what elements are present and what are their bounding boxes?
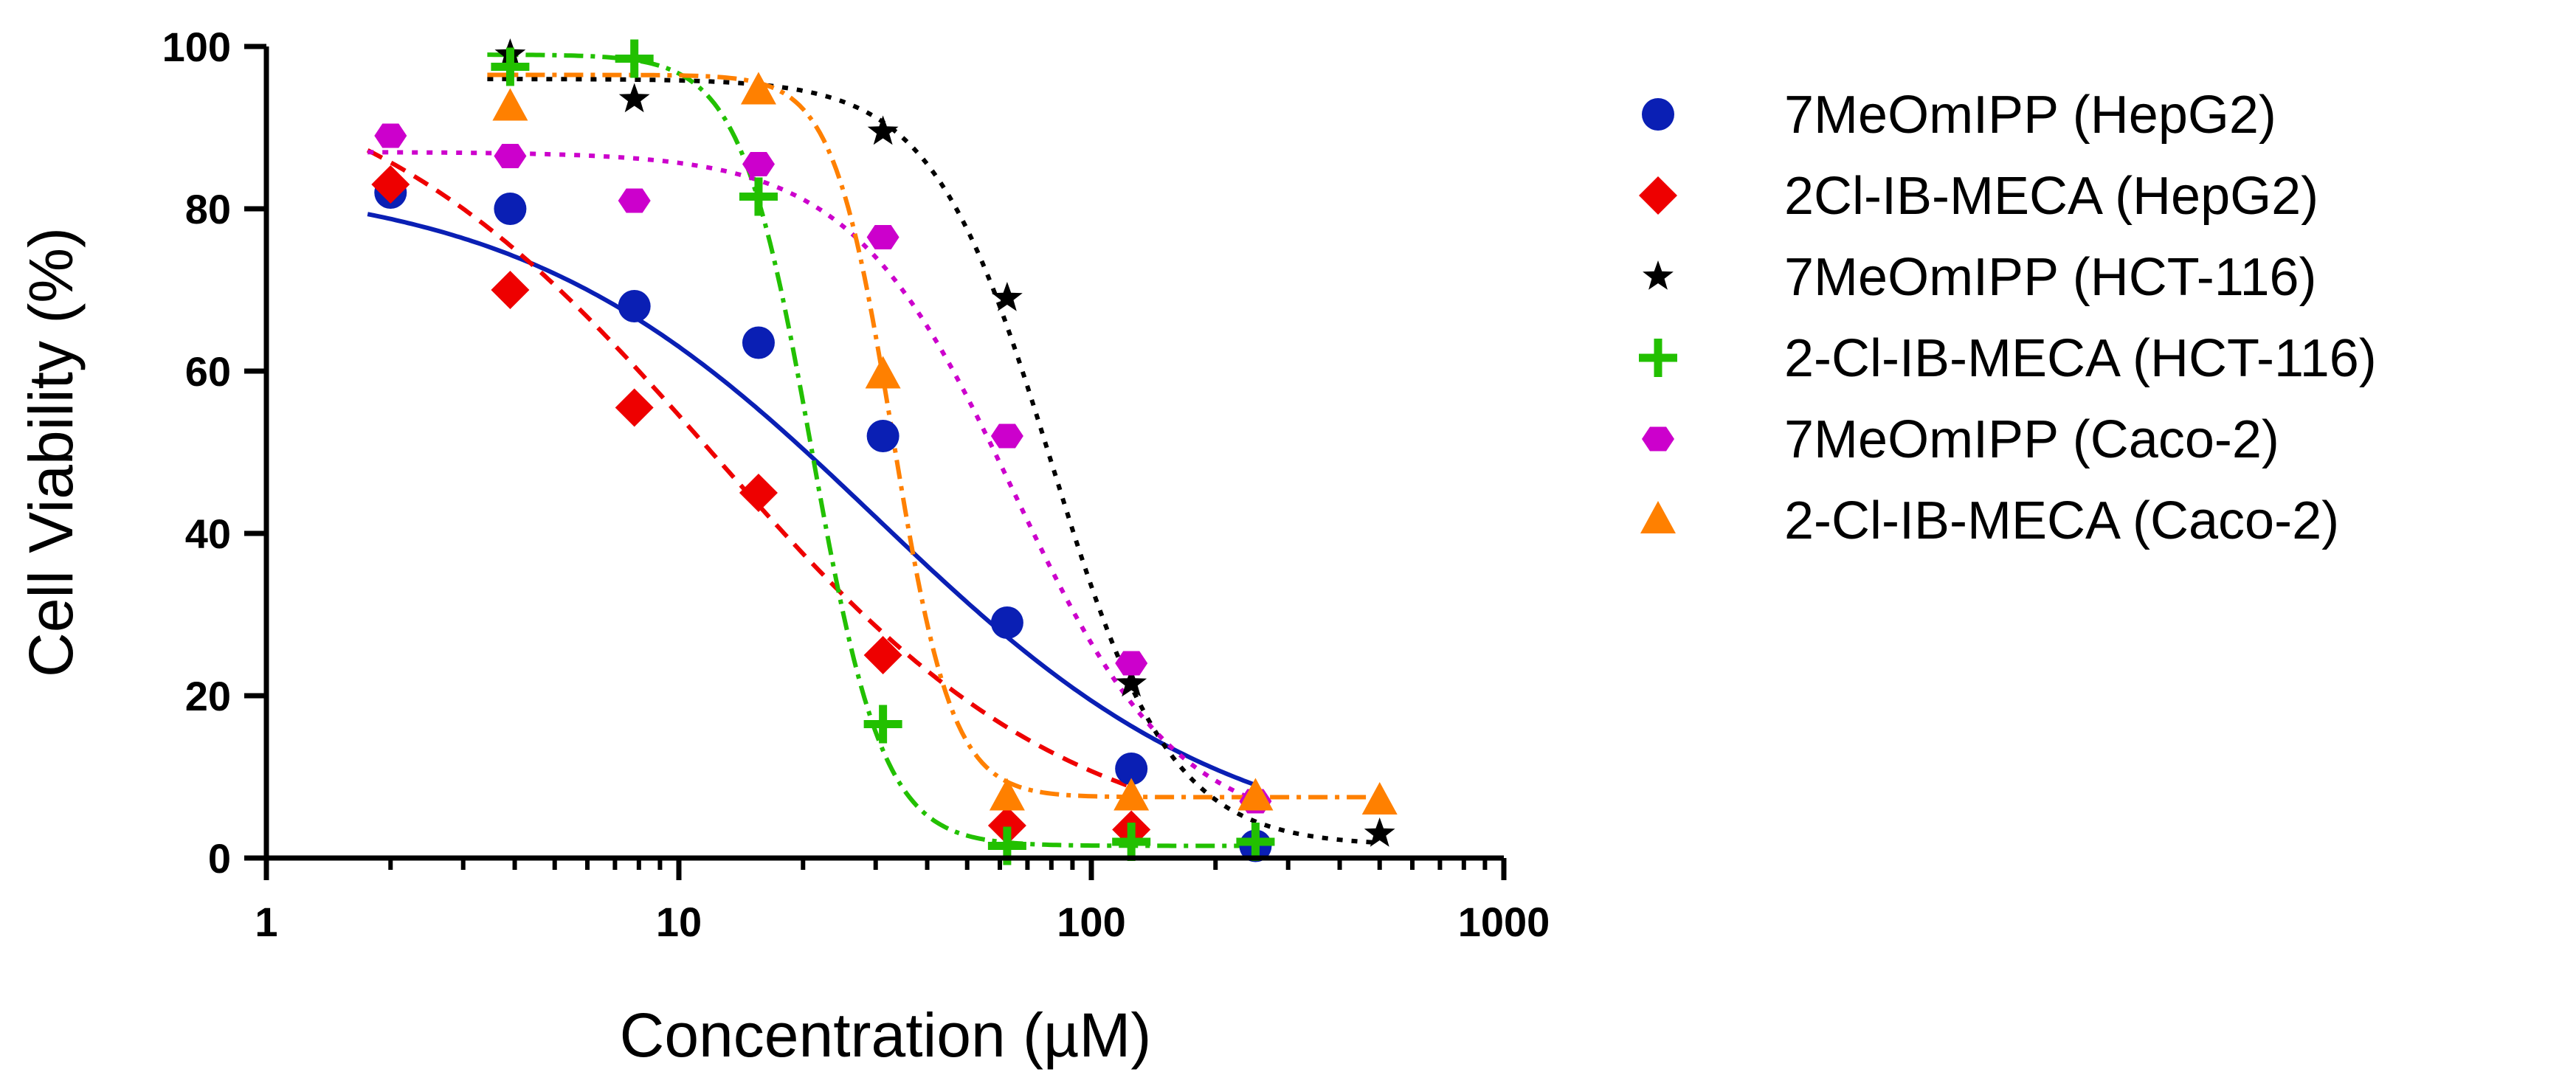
data-point — [618, 83, 650, 113]
legend-marker — [1640, 501, 1676, 533]
data-point — [987, 806, 1026, 845]
fit-curve — [487, 77, 1380, 845]
data-point — [494, 144, 527, 168]
y-tick-label: 80 — [185, 186, 231, 232]
legend: 7MeOmIPP (HepG2) 2Cl-IB-MECA (HepG2) 7MeOm… — [1639, 86, 2377, 550]
data-point — [1236, 823, 1275, 861]
fit-curve — [487, 72, 1380, 800]
data-point — [491, 47, 530, 86]
legend-label: 7MeOmIPP (Caco-2) — [1784, 410, 2279, 469]
data-point — [1115, 651, 1148, 676]
data-point — [992, 282, 1023, 311]
data-point — [739, 177, 778, 216]
y-axis-title: Cell Viability (%) — [16, 227, 86, 677]
data-point — [990, 606, 1023, 639]
data-point — [865, 356, 901, 389]
data-point — [1115, 753, 1148, 785]
y-tick-label: 100 — [162, 24, 231, 70]
data-point — [615, 39, 654, 78]
legend-marker — [1642, 426, 1674, 452]
legend-marker — [1642, 98, 1674, 131]
data-point — [990, 423, 1023, 449]
data-point — [989, 778, 1025, 811]
legend-label: 2Cl-IB-MECA (HepG2) — [1784, 167, 2318, 226]
data-point — [618, 188, 651, 213]
data-point — [740, 72, 776, 105]
data-points — [371, 38, 1398, 865]
x-ticks: 1 10 100 1000 — [255, 858, 1550, 945]
legend-marker — [1639, 176, 1677, 215]
data-point — [1113, 778, 1150, 811]
data-point — [1361, 782, 1398, 814]
x-tick-label: 1 — [255, 899, 277, 945]
data-point — [492, 88, 528, 121]
data-point — [494, 193, 527, 225]
data-point — [867, 115, 899, 145]
data-point — [371, 165, 410, 204]
data-point — [618, 290, 651, 322]
data-point — [863, 705, 902, 744]
data-point — [1237, 778, 1274, 811]
y-tick-label: 0 — [208, 835, 231, 882]
data-point — [1116, 667, 1147, 697]
data-point — [863, 636, 902, 674]
y-ticks: 0 20 40 60 80 100 — [162, 24, 266, 882]
axes: 0 20 40 60 80 100 1 10 100 1000 — [162, 24, 1550, 945]
data-point — [615, 388, 654, 427]
data-point — [866, 420, 899, 452]
legend-marker — [1639, 339, 1677, 377]
legend-label: 2-Cl-IB-MECA (HCT-116) — [1784, 329, 2377, 388]
y-tick-label: 20 — [185, 673, 231, 719]
data-point — [742, 326, 775, 359]
data-point — [374, 123, 407, 148]
data-point — [739, 474, 778, 512]
x-axis-title: Concentration (µM) — [620, 1000, 1152, 1070]
y-tick-label: 40 — [185, 511, 231, 557]
legend-label: 2-Cl-IB-MECA (Caco-2) — [1784, 491, 2339, 550]
data-point — [491, 271, 530, 309]
legend-label: 7MeOmIPP (HCT-116) — [1784, 248, 2317, 307]
x-tick-label: 1000 — [1458, 899, 1550, 945]
legend-label: 7MeOmIPP (HepG2) — [1784, 86, 2276, 145]
data-point — [866, 225, 899, 249]
data-point — [742, 152, 775, 176]
y-tick-label: 60 — [185, 348, 231, 395]
x-tick-label: 100 — [1057, 899, 1125, 945]
x-tick-label: 10 — [656, 899, 702, 945]
data-point — [1112, 823, 1151, 861]
fit-curve — [367, 212, 1257, 787]
legend-marker — [1643, 260, 1674, 290]
data-point — [1364, 817, 1395, 847]
